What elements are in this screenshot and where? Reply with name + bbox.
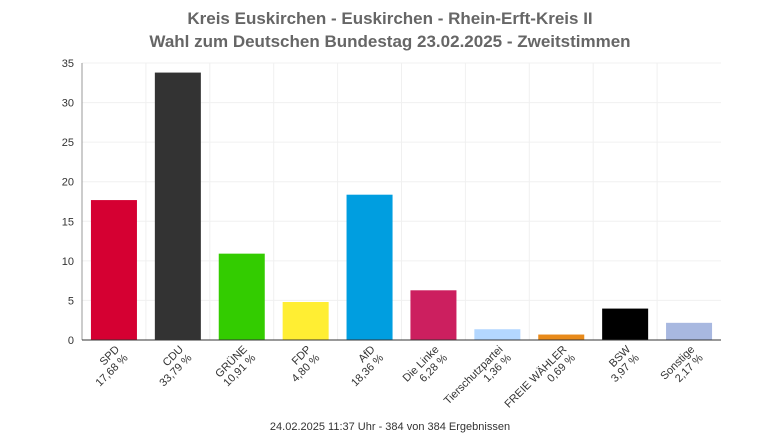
y-tick-label: 25 [62,137,74,149]
y-tick-label: 35 [62,58,74,70]
y-tick-label: 0 [68,335,74,347]
bar-die-linke [410,290,457,340]
bar-spd [90,200,137,340]
bar-bsw [602,308,649,340]
y-tick-label: 10 [62,256,74,268]
results-footer: 24.02.2025 11:37 Uhr - 384 von 384 Ergeb… [269,421,511,433]
y-tick-label: 15 [62,216,74,228]
y-tick-label: 30 [62,98,74,110]
bar-cdu [154,72,201,340]
y-tick-label: 20 [62,177,74,189]
chart-title-line-2: Wahl zum Deutschen Bundestag 23.02.2025 … [149,32,631,51]
bar-sonstige [666,322,713,340]
bar-grüne [218,253,265,340]
y-tick-label: 5 [68,295,74,307]
chart-title-line-1: Kreis Euskirchen - Euskirchen - Rhein-Er… [187,9,593,28]
bar-fdp [282,302,329,340]
bar-freie-wähler [538,334,585,340]
bar-tierschutzpartei [474,329,521,340]
bar-afd [346,194,393,340]
